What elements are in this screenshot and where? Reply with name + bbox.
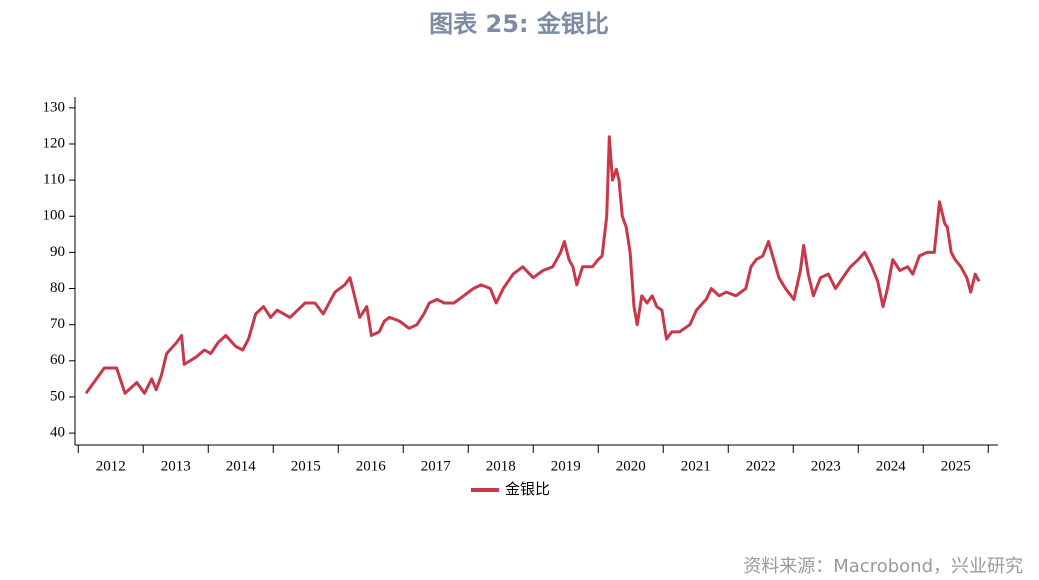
y-tick-label: 120 [43,135,66,151]
y-tick-label: 90 [50,244,65,260]
y-tick-label: 130 [43,99,66,115]
x-tick-label: 2020 [616,458,646,474]
y-tick-label: 40 [50,425,65,441]
x-tick-label: 2022 [746,458,776,474]
y-tick-label: 50 [50,388,65,404]
x-tick-label: 2015 [291,458,321,474]
y-tick-label: 110 [43,172,65,188]
legend-label: 金银比 [505,480,550,498]
x-tick-label: 2017 [421,458,452,474]
source-note: 资料来源：Macrobond，兴业研究 [743,556,1023,577]
x-tick-label: 2016 [356,458,387,474]
x-tick-label: 2025 [941,458,971,474]
x-tick-label: 2013 [161,458,191,474]
x-tick-label: 2018 [486,458,516,474]
x-tick-label: 2023 [811,458,841,474]
y-tick-label: 70 [50,316,65,332]
y-tick-label: 100 [43,208,66,224]
data-line [84,135,981,395]
y-tick-label: 80 [50,280,65,296]
x-tick-label: 2019 [551,458,581,474]
x-tick-label: 2012 [96,458,126,474]
x-tick-label: 2024 [876,458,907,474]
x-tick-label: 2014 [226,458,257,474]
x-tick-label: 2021 [681,458,711,474]
chart-title: 图表 25: 金银比 [429,10,609,38]
y-tick-label: 60 [50,352,65,368]
